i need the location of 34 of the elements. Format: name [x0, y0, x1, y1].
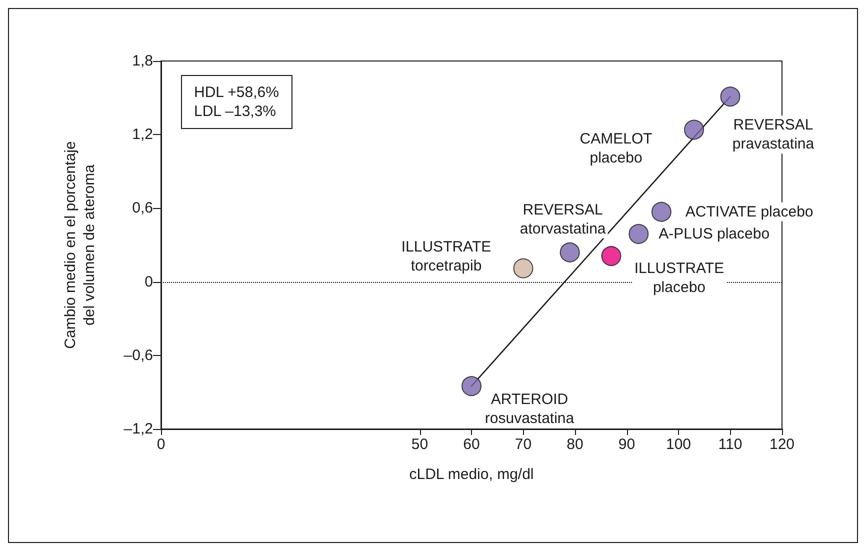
- x-tick-label: 110: [718, 436, 742, 453]
- x-tick-label: 80: [566, 436, 584, 453]
- point: [560, 242, 580, 262]
- point: [601, 246, 622, 266]
- x-axis-title: cLDL medio, mg/dl: [409, 466, 534, 483]
- point: [684, 120, 704, 140]
- y-tick-label: –1,2: [124, 420, 153, 438]
- x-tick-label: 70: [514, 436, 532, 453]
- point: [651, 202, 672, 222]
- annotation: REVERSAL pravastatina: [732, 116, 815, 153]
- annotation: REVERSAL atorvastatina: [520, 201, 606, 238]
- x-tick-label: 100: [666, 436, 692, 453]
- x-tick-label: 0: [156, 436, 166, 453]
- y-tick-label: –0,6: [124, 346, 153, 364]
- annotation: A-PLUS placebo: [658, 225, 770, 242]
- annotation: ARTEROID rosuvastatina: [484, 391, 575, 428]
- x-tick-label: 60: [463, 436, 480, 453]
- x-tick-label: 50: [411, 436, 428, 453]
- x-tick-label: 120: [769, 436, 795, 453]
- annotation: HDL +58,6% LDL –13,3%: [194, 84, 279, 120]
- x-tick-label: 90: [618, 436, 636, 453]
- y-tick-label: 1,8: [132, 52, 153, 70]
- y-axis-title: Cambio medio en el porcentaje del volumen de ateroma: [62, 141, 98, 349]
- point: [513, 258, 534, 278]
- y-tick-label: 1,2: [132, 126, 153, 144]
- y-tick-label: 0,6: [132, 200, 153, 217]
- y-tick-label: 0: [144, 273, 153, 290]
- annotation: CAMELOT placebo: [580, 130, 652, 167]
- point: [462, 376, 482, 396]
- point: [720, 86, 740, 107]
- annotation: ILLUSTRATE torcetrapib: [401, 238, 492, 274]
- annotation: ACTIVATE placebo: [685, 203, 814, 220]
- point: [628, 224, 649, 244]
- annotation: ILLUSTRATE placebo: [634, 260, 724, 296]
